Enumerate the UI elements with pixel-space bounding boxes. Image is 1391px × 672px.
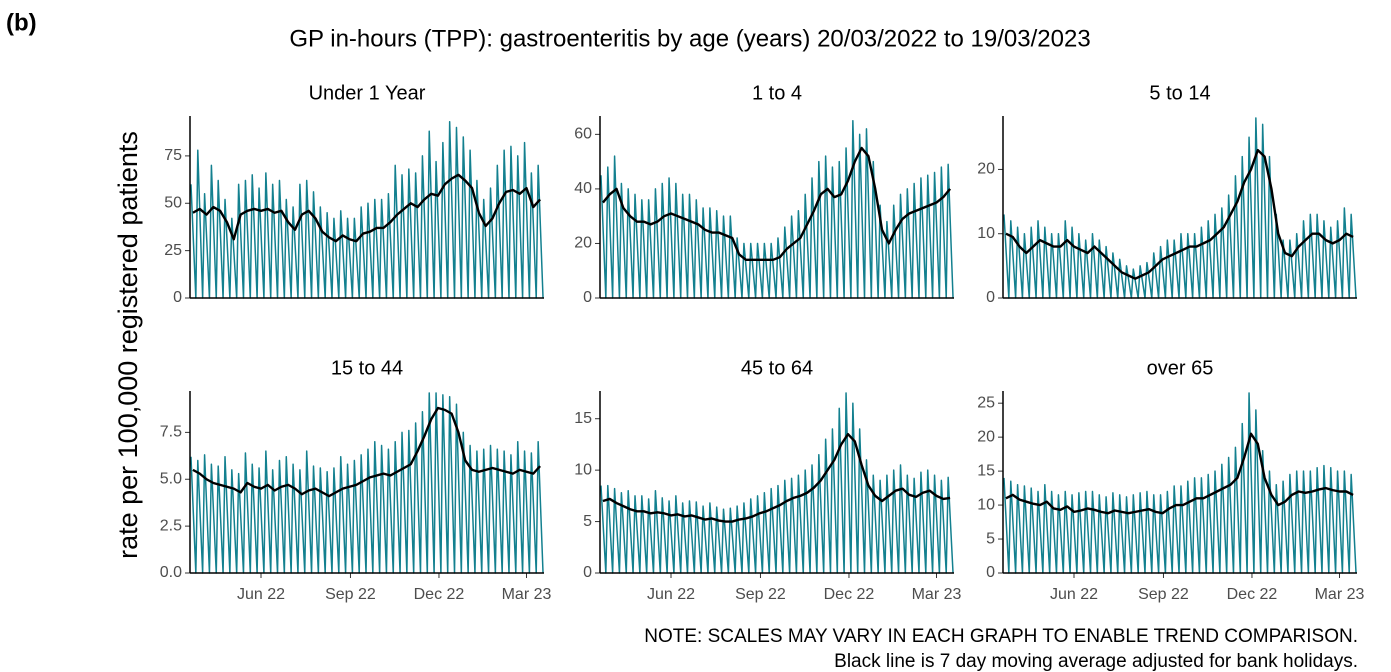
figure-label: (b): [6, 9, 37, 36]
daily-line: [1003, 392, 1357, 574]
y-tick-label: 20: [977, 161, 995, 178]
note: Black line is 7 day moving average adjus…: [834, 651, 1358, 672]
panel-title: Under 1 Year: [309, 82, 426, 104]
y-tick-label: 0: [583, 564, 592, 581]
y-tick-label: 50: [164, 194, 182, 211]
x-tick-label: Dec 22: [824, 586, 875, 603]
x-tick-label: Mar 23: [502, 586, 552, 603]
moving-average-line: [1005, 148, 1354, 280]
daily-line: [190, 121, 544, 299]
moving-average-line: [1005, 432, 1354, 515]
x-tick-label: Jun 22: [647, 586, 695, 603]
x-tick-label: Dec 22: [1227, 586, 1278, 603]
x-tick-label: Sep 22: [1138, 586, 1189, 603]
daily-line: [1003, 117, 1357, 299]
panel-title: 45 to 64: [741, 357, 813, 379]
y-tick-label: 15: [977, 462, 995, 479]
y-tick-label: 0.0: [160, 564, 182, 581]
y-tick-label: 25: [977, 394, 995, 411]
daily-line: [600, 392, 954, 574]
y-tick-label: 60: [574, 126, 592, 143]
note: NOTE: SCALES MAY VARY IN EACH GRAPH TO E…: [644, 626, 1358, 647]
panel-title: 15 to 44: [331, 357, 403, 379]
moving-average-line: [192, 173, 542, 243]
y-axis-title: rate per 100,000 registered patients: [113, 131, 143, 559]
y-tick-label: 2.5: [160, 517, 182, 534]
y-tick-label: 20: [977, 428, 995, 445]
y-tick-label: 20: [574, 235, 592, 252]
x-tick-label: Sep 22: [735, 586, 786, 603]
y-tick-label: 5: [583, 513, 592, 530]
moving-average-line: [601, 146, 952, 262]
y-tick-label: 25: [164, 242, 182, 259]
panel-title: 1 to 4: [752, 82, 802, 104]
moving-average-line: [192, 406, 541, 498]
x-tick-label: Mar 23: [1315, 586, 1365, 603]
y-tick-label: 0: [173, 289, 182, 306]
figure-title: GP in-hours (TPP): gastroenteritis by ag…: [289, 25, 1090, 52]
y-tick-label: 5.0: [160, 470, 182, 487]
y-tick-label: 0: [986, 289, 995, 306]
x-tick-label: Sep 22: [325, 586, 376, 603]
daily-line: [190, 392, 544, 574]
y-tick-label: 10: [977, 496, 995, 513]
x-tick-label: Jun 22: [237, 586, 285, 603]
y-tick-label: 0: [583, 289, 592, 306]
y-tick-label: 15: [574, 410, 592, 427]
y-tick-label: 10: [574, 461, 592, 478]
panel-title: 5 to 14: [1149, 82, 1210, 104]
y-tick-label: 0: [986, 564, 995, 581]
y-tick-label: 40: [574, 180, 592, 197]
y-tick-label: 7.5: [160, 424, 182, 441]
daily-line: [600, 119, 954, 299]
moving-average-line: [602, 432, 951, 523]
x-tick-label: Dec 22: [414, 586, 465, 603]
y-tick-label: 10: [977, 225, 995, 242]
x-tick-label: Mar 23: [912, 586, 962, 603]
y-tick-label: 75: [164, 147, 182, 164]
x-tick-label: Jun 22: [1050, 586, 1098, 603]
y-tick-label: 5: [986, 530, 995, 547]
panel-title: over 65: [1147, 357, 1214, 379]
